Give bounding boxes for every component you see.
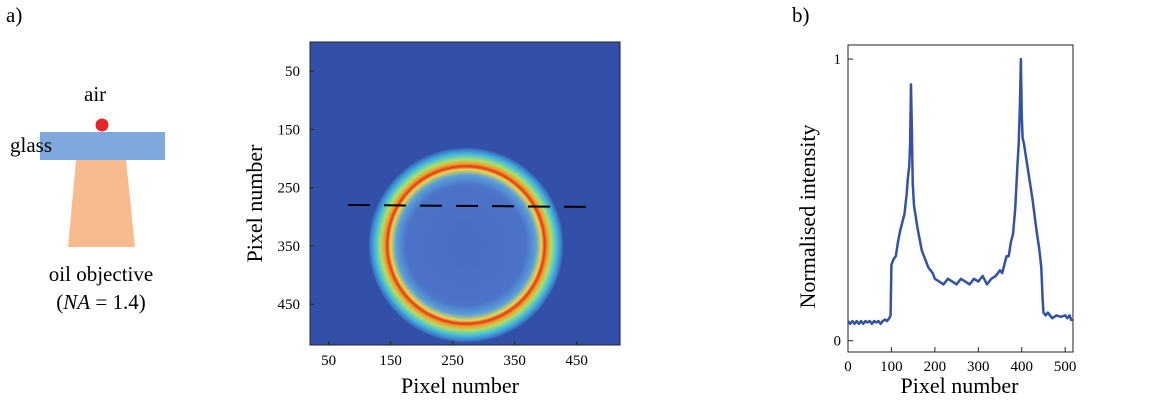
y-axis-label: Normalised intensity [795, 125, 820, 309]
x-tick-label: 250 [441, 353, 464, 369]
panel-label: b) [792, 3, 810, 27]
y-tick-label: 50 [285, 64, 300, 80]
x-axis-label: Pixel number [401, 373, 520, 398]
y-tick-label: 0 [834, 334, 842, 350]
objective [68, 160, 135, 247]
y-tick-label: 1 [834, 52, 842, 68]
x-tick-label: 350 [503, 353, 526, 369]
y-tick-label: 150 [278, 122, 301, 138]
y-tick-label: 250 [278, 181, 301, 197]
na-open: ( [56, 290, 63, 314]
particle [95, 118, 109, 132]
panel-label: a) [6, 3, 22, 27]
x-tick-label: 50 [321, 353, 336, 369]
glass-label: glass [10, 133, 52, 157]
y-tick-label: 450 [278, 297, 301, 313]
y-tick-label: 350 [278, 239, 301, 255]
x-tick-label: 100 [880, 359, 903, 375]
x-tick-label: 0 [844, 359, 852, 375]
y-axis-label: Pixel number [242, 144, 267, 263]
ring-image [369, 148, 563, 342]
x-tick-label: 450 [565, 353, 588, 369]
air-label: air [84, 82, 106, 106]
x-tick-label: 500 [1054, 359, 1077, 375]
x-axis-label: Pixel number [901, 373, 1020, 398]
x-tick-label: 400 [1010, 359, 1033, 375]
x-tick-label: 200 [924, 359, 947, 375]
na-symbol: NA [62, 290, 90, 314]
glass-slide [40, 132, 165, 160]
na-value: = 1.4) [90, 290, 146, 314]
diagram: air glass oil objective (NA = 1.4) [10, 82, 165, 314]
na-label: (NA = 1.4) [56, 290, 145, 314]
profile-line [847, 57, 1073, 326]
x-tick-label: 300 [967, 359, 990, 375]
profile-line [347, 204, 597, 208]
x-tick-label: 150 [379, 353, 402, 369]
axes-frame [309, 41, 621, 346]
axes-frame [847, 44, 1074, 353]
objective-label: oil objective [49, 262, 153, 286]
